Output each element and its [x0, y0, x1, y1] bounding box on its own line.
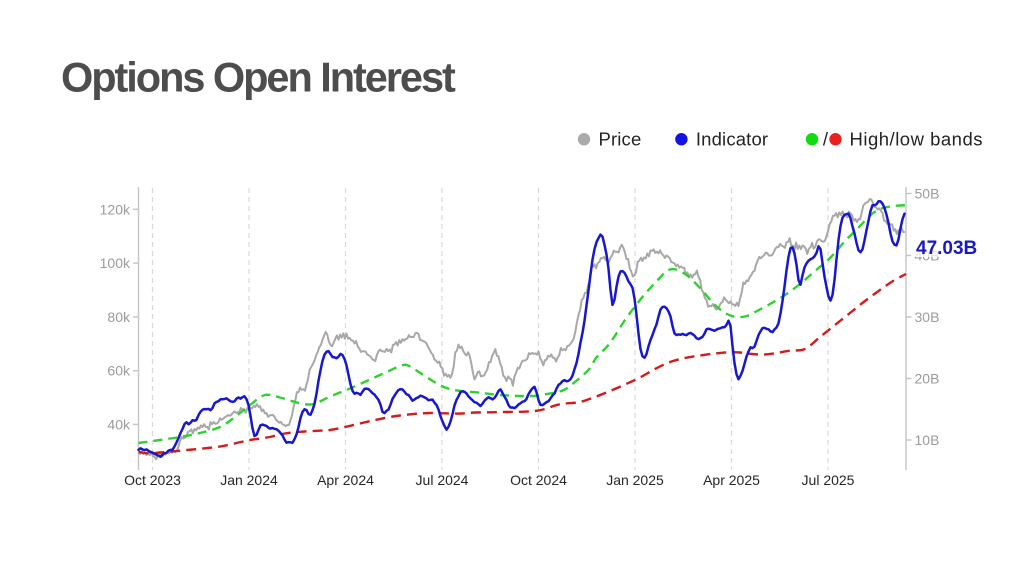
svg-text:10B: 10B	[915, 432, 940, 448]
svg-text:50B: 50B	[915, 186, 940, 202]
svg-text:Price: Price	[599, 128, 642, 149]
svg-text:120k: 120k	[100, 201, 131, 217]
svg-text:80k: 80k	[107, 309, 131, 325]
svg-text:Apr 2024: Apr 2024	[317, 472, 374, 488]
svg-text:47.03B: 47.03B	[916, 238, 977, 259]
svg-text:Jul 2024: Jul 2024	[416, 472, 469, 488]
svg-text:/: /	[823, 128, 829, 149]
svg-text:Jul 2025: Jul 2025	[802, 472, 855, 488]
svg-text:40k: 40k	[107, 416, 131, 432]
svg-text:Oct 2024: Oct 2024	[510, 472, 567, 488]
svg-text:Apr 2025: Apr 2025	[703, 472, 760, 488]
svg-text:Jan 2024: Jan 2024	[220, 472, 278, 488]
svg-text:Oct 2023: Oct 2023	[124, 472, 181, 488]
svg-text:Indicator: Indicator	[696, 128, 768, 149]
svg-text:20B: 20B	[915, 371, 940, 387]
svg-text:100k: 100k	[100, 255, 131, 271]
svg-text:60k: 60k	[107, 363, 131, 379]
svg-text:Options Open Interest: Options Open Interest	[61, 54, 456, 101]
svg-text:30B: 30B	[915, 309, 940, 325]
svg-text:Jan 2025: Jan 2025	[606, 472, 664, 488]
svg-text:High/low bands: High/low bands	[850, 128, 984, 149]
